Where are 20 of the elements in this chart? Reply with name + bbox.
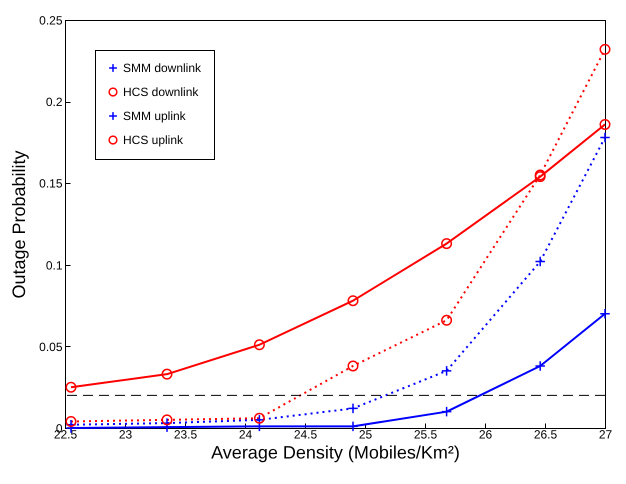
y-tick-label: 0.15 [39,176,63,191]
x-tick-label: 24 [238,428,252,442]
y-tick-label: 0.25 [39,14,63,28]
y-tick-label: 0.05 [39,340,63,354]
x-tick-label: 26 [478,428,492,442]
x-tick-label: 24.5 [294,428,318,442]
y-tick-label: 0.1 [46,258,63,272]
x-axis-title: Average Density (Mobiles/Km²) [211,442,460,462]
y-tick-label: 0.2 [46,95,63,110]
y-axis-title: Outage Probability [9,150,30,299]
legend-label: HCS downlink [123,85,200,99]
x-tick-label: 23 [118,428,132,442]
legend-label: SMM downlink [123,61,202,75]
x-tick-label: 26.5 [534,428,558,442]
x-tick-label: 23.5 [174,428,198,442]
x-tick-label: 27 [598,428,612,442]
legend-label: SMM uplink [123,109,187,123]
x-tick-label: 25.5 [414,428,438,442]
x-tick-label: 25 [358,428,372,442]
legend-label: HCS uplink [123,133,184,147]
